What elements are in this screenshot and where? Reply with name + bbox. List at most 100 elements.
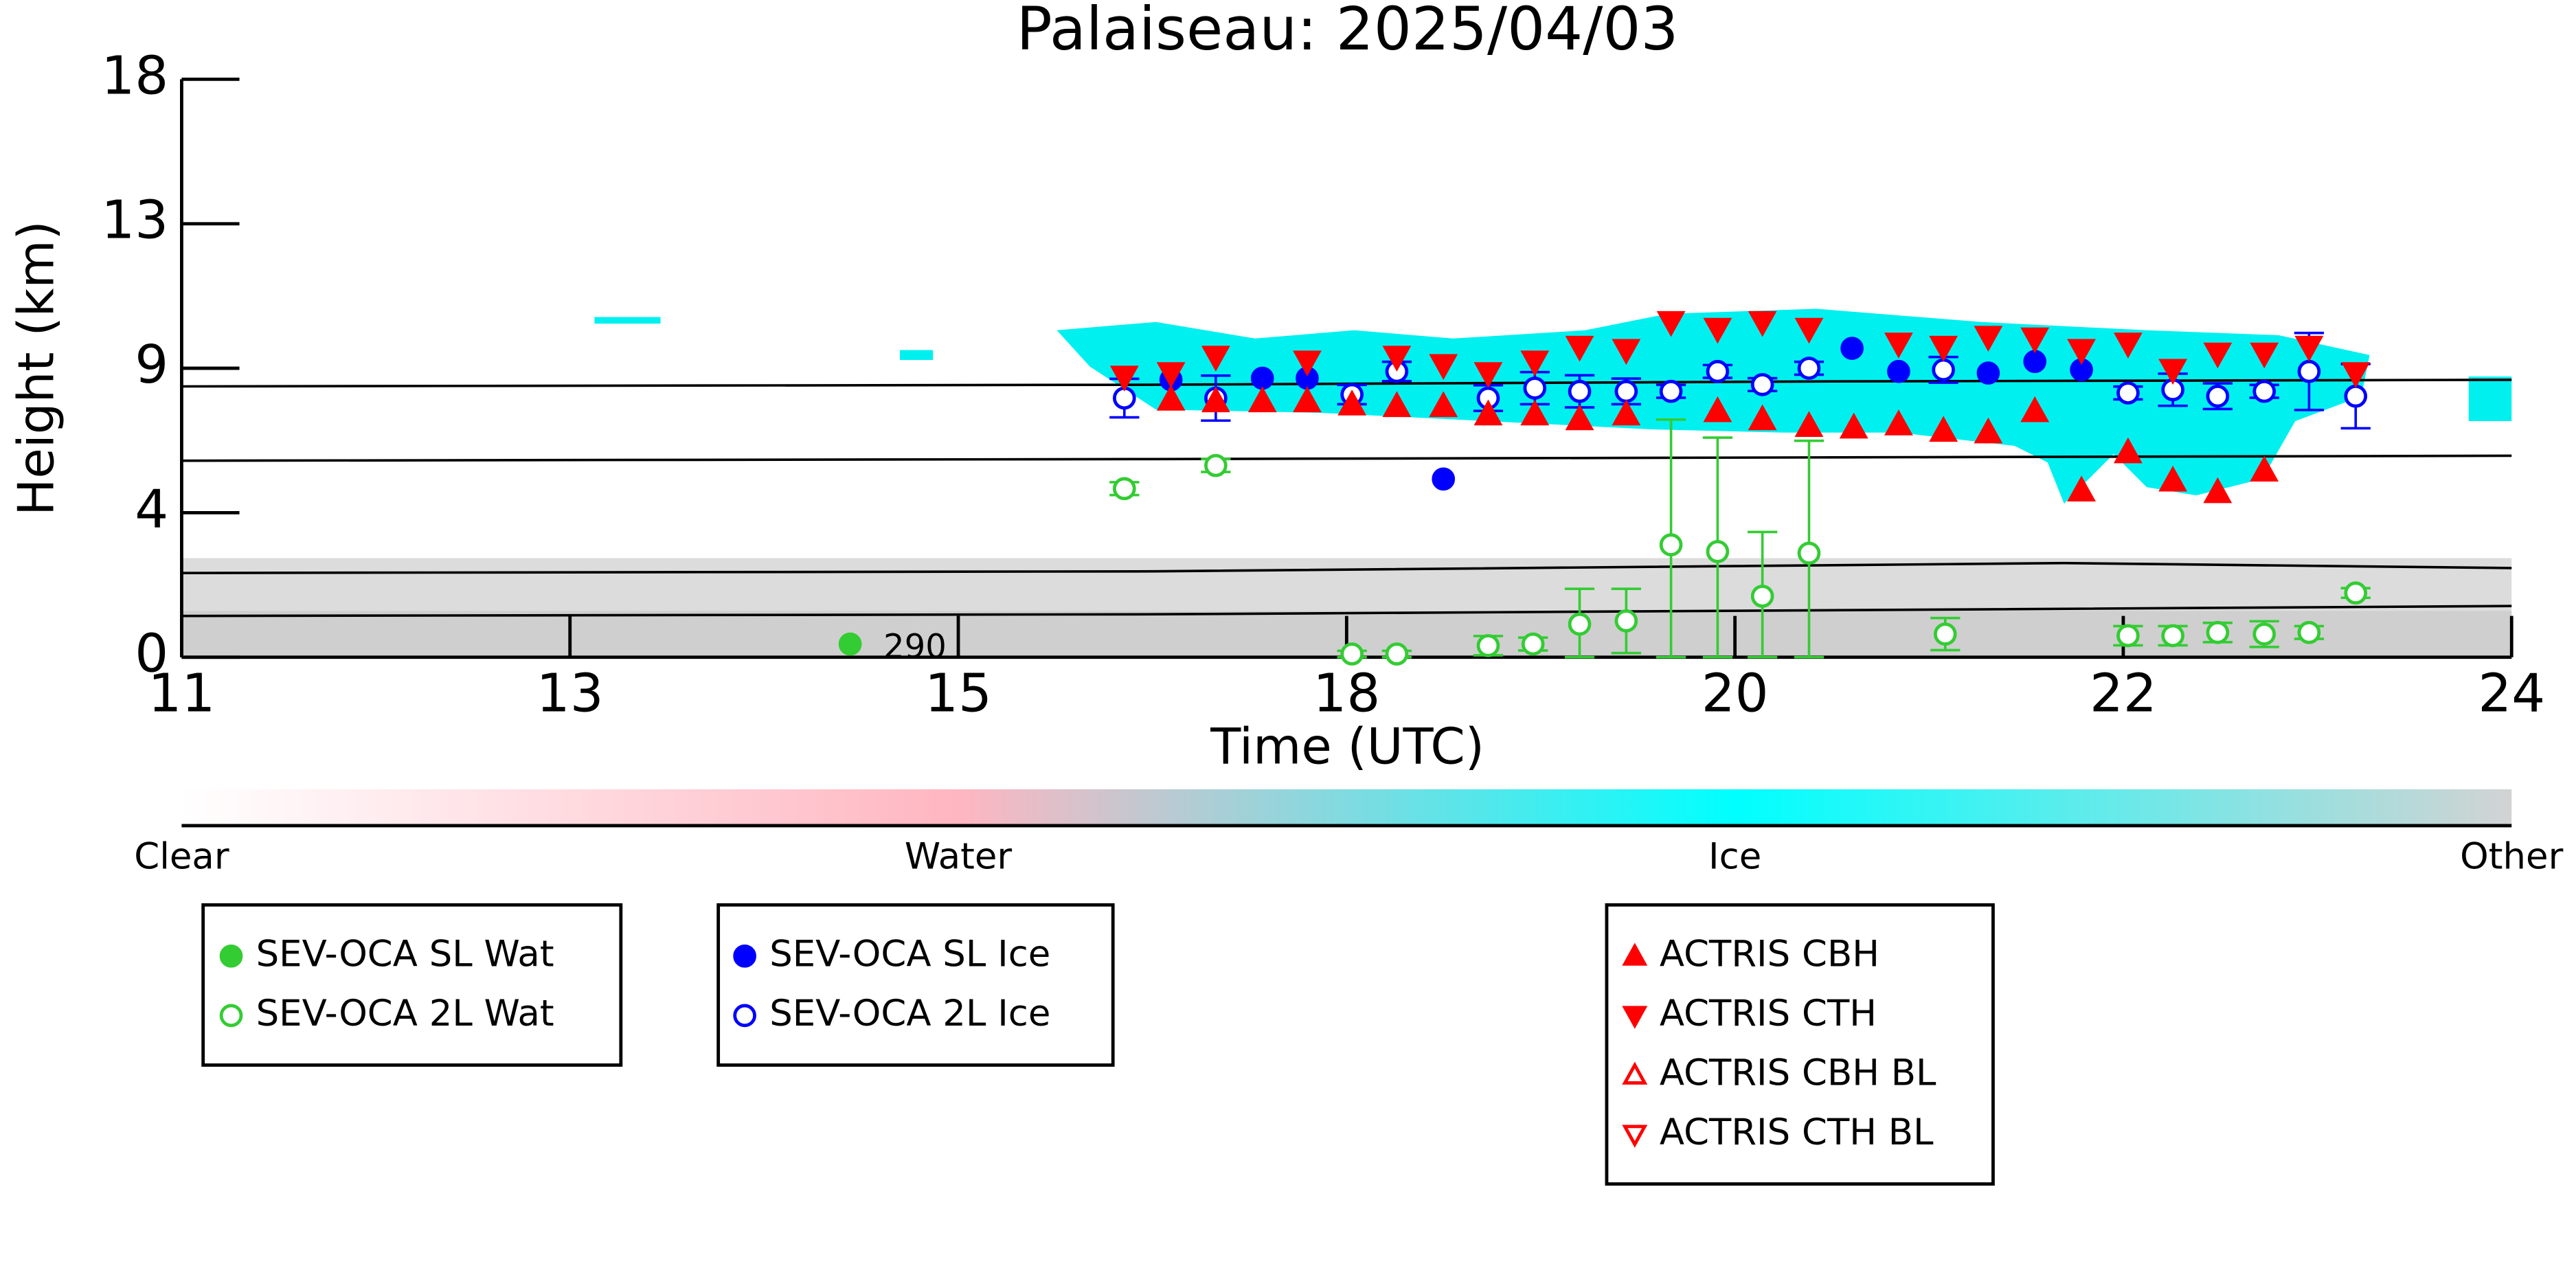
marker [2250,455,2279,482]
legend-label: ACTRIS CTH BL [1660,1111,1934,1153]
marker [1432,467,1456,491]
marker [2023,350,2047,374]
x-tick-label: 22 [2090,663,2157,724]
legend-marker [1622,1006,1648,1029]
marker [1473,399,1503,426]
marker [2161,624,2184,648]
marker [1614,379,1638,403]
legend-label: SEV-OCA 2L Ice [769,993,1050,1035]
marker [1750,585,1774,608]
marker [1337,389,1367,416]
marker [1659,379,1683,403]
contour-line [181,561,2512,574]
marker [1568,379,1592,403]
marker [2020,327,2050,354]
marker [1247,386,1277,413]
marker [1933,622,1957,646]
marker [2113,332,2143,359]
marker [2206,384,2230,408]
marker [1204,453,1228,477]
x-axis-label: Time (UTC) [1210,718,1484,776]
contour-line [181,605,2512,618]
marker [1797,541,1821,565]
marker [1884,332,1913,359]
contour-line [181,454,2512,462]
marker [1156,385,1186,411]
marker [1840,337,1864,360]
marker [1429,354,1458,381]
colorbar-label: Other [2460,836,2563,878]
marker [1703,396,1732,422]
marker [1839,412,1868,439]
y-tick-label: 18 [101,45,168,106]
contour-label: 290 [883,628,947,666]
marker [2116,381,2140,405]
legend-marker [733,945,756,968]
x-tick-label: 15 [925,663,992,724]
legend-box [201,903,623,1067]
marker [1385,642,1409,666]
legend-label: ACTRIS CBH [1660,933,1879,975]
marker [1565,404,1594,431]
ice-cloud [900,350,934,361]
x-tick-label: 20 [1702,663,1769,724]
marker [1612,399,1641,426]
legend-marker [1622,1061,1648,1085]
marker [1520,350,1550,377]
marker [2344,581,2368,605]
marker [1887,359,1910,383]
marker [1520,399,1550,426]
marker [2158,465,2188,492]
marker [1565,335,1594,362]
marker [2344,384,2368,408]
marker [1201,346,1230,372]
marker [2341,362,2371,388]
marker [1523,376,1547,400]
marker [2297,620,2321,644]
legend-marker [1622,942,1648,966]
marker [1340,642,1364,666]
marker [1929,416,1958,442]
marker [1476,634,1500,657]
marker [1884,409,1913,436]
marker [1703,317,1732,344]
x-tick-label: 18 [1313,663,1380,724]
marker [2203,342,2233,369]
marker [1932,358,1955,382]
x-tick-label: 11 [148,663,215,724]
colorbar-label: Water [905,836,1013,878]
marker [1794,411,1824,438]
marker [2020,396,2050,422]
marker [1748,404,1777,431]
legend-box [1605,903,1995,1186]
marker [2116,624,2140,648]
marker [1659,533,1683,556]
marker [1112,477,1136,501]
chart-title: Palaiseau: 2025/04/03 [1017,0,1679,64]
marker [2158,359,2188,385]
y-tick-label: 4 [135,479,168,540]
marker [1293,350,1322,377]
marker [2250,342,2279,369]
y-axis-label: Height (km) [8,221,66,516]
marker [1429,391,1458,418]
marker [2067,475,2096,502]
marker [2252,379,2276,403]
colorbar [181,789,2512,826]
marker [1382,391,1412,418]
legend-box [716,903,1115,1067]
marker [1521,632,1545,656]
y-tick-label: 13 [101,190,168,251]
legend-label: SEV-OCA SL Wat [256,933,554,975]
marker [1929,335,1958,362]
marker [1109,365,1139,392]
marker [2297,359,2321,383]
marker [1750,373,1774,396]
legend-label: SEV-OCA SL Ice [769,933,1050,975]
marker [1974,417,2003,444]
marker [1656,310,1686,337]
x-tick-label: 24 [2478,663,2545,724]
marker [1568,612,1592,636]
marker [1797,357,1821,380]
